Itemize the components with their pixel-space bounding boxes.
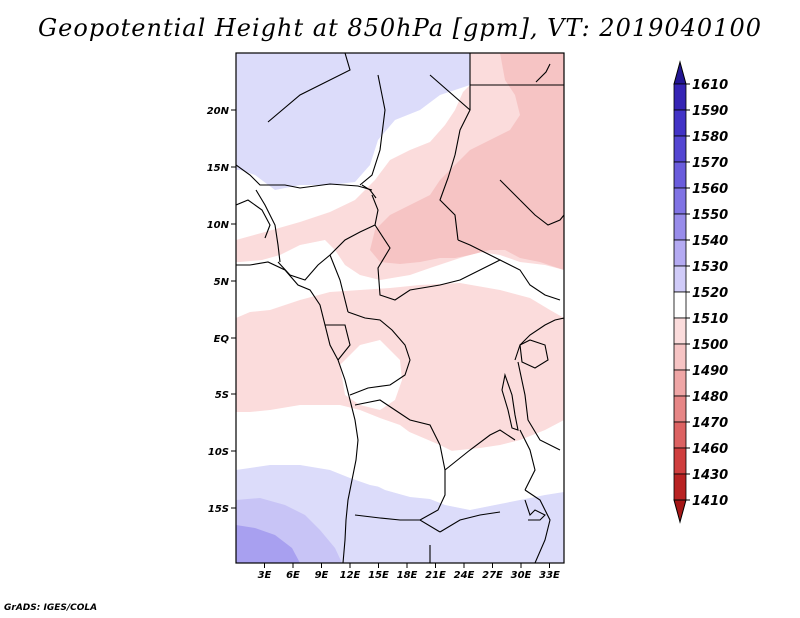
field-south-neutral (355, 425, 480, 500)
colorbar-swatch (673, 369, 687, 397)
lon-tick-label: 21E (425, 570, 446, 581)
colorbar-swatch (673, 135, 687, 163)
map-frame (235, 52, 565, 564)
colorbar-swatch (673, 317, 687, 345)
colorbar-level-label: 1490 (692, 364, 728, 379)
lon-tick-label: 30E (511, 570, 532, 581)
border-niger-chad (359, 74, 386, 186)
colorbar-swatch (673, 109, 687, 137)
colorbar-level-label: 1500 (692, 338, 728, 353)
colorbar-swatch (673, 161, 687, 189)
colorbar-level-label: 1530 (692, 260, 728, 275)
field-north-low (236, 53, 470, 190)
border-south-sudan (499, 259, 561, 301)
lon-tick-label: 12E (340, 570, 361, 581)
border-algeria-libya (267, 53, 351, 123)
lat-tick-label: 15N (207, 163, 230, 174)
lat-tick-label: 10N (207, 220, 230, 231)
grads-credit: GrADS: IGES/COLA (4, 603, 98, 613)
colorbar-level-label: 1520 (692, 286, 728, 301)
colorbar-swatch (673, 213, 687, 241)
colorbar-level-label: 1430 (692, 468, 728, 483)
coast-red-sea (535, 63, 551, 83)
border-congo-drc (347, 311, 411, 396)
field-northeast-high-core (370, 53, 564, 270)
field-southwest-lowest (236, 525, 300, 563)
colorbar-swatch (673, 239, 687, 267)
colorbar-level-label: 1560 (692, 182, 728, 197)
colorbar-swatch (673, 83, 687, 111)
colorbar-swatch (673, 291, 687, 319)
colorbar-swatch (673, 421, 687, 449)
border-westcoast-states (255, 189, 281, 263)
lon-tick-label: 15E (368, 570, 389, 581)
colorbar-level-label: 1570 (692, 156, 728, 171)
lat-tick-label: 5S (215, 390, 229, 401)
border-gabon (325, 324, 351, 361)
colorbar-swatch (673, 473, 687, 501)
lon-tick-label: 33E (539, 570, 560, 581)
lake-malawi (524, 499, 546, 521)
border-guinea (236, 199, 271, 239)
colorbar-level-label: 1510 (692, 312, 728, 327)
lake-victoria (519, 339, 549, 369)
lon-tick-label: 6E (286, 570, 300, 581)
chart-title: Geopotential Height at 850hPa [gpm], VT:… (38, 14, 762, 42)
border-cameroon-car (329, 254, 349, 313)
lon-tick-label: 18E (397, 570, 418, 581)
border-malawi (519, 429, 536, 491)
colorbar-level-label: 1480 (692, 390, 728, 405)
border-ethiopia (519, 199, 564, 226)
lake-tanganyika (501, 372, 519, 431)
colorbar-level-label: 1410 (692, 494, 728, 509)
border-angola-zambia (419, 444, 446, 521)
colorbar-level-label: 1460 (692, 442, 728, 457)
colorbar-top-arrow (673, 60, 687, 85)
lat-tick-label: 15S (208, 504, 229, 515)
coast-gulf-of-guinea (236, 261, 359, 563)
border-chad-sudan (439, 154, 459, 241)
colorbar-level-label: 1590 (692, 104, 728, 119)
colorbar-level-label: 1540 (692, 234, 728, 249)
border-sudan-ethiopia (499, 179, 521, 201)
lat-tick-label: 10S (208, 447, 229, 458)
colorbar-swatch (673, 447, 687, 475)
lake-chad (361, 184, 377, 199)
border-drc-angola (354, 399, 441, 446)
lat-tick-label: EQ (214, 334, 230, 345)
border-tanzania (517, 361, 561, 451)
border-angola-namibia (354, 514, 441, 533)
border-nigeria (277, 194, 379, 281)
border-east-africa (514, 317, 564, 361)
colorbar-swatch (673, 187, 687, 215)
longitude-axis: 3E 6E 9E 12E 15E 18E 21E 24E 27E 30E 33E (258, 563, 560, 581)
colorbar-swatch (673, 265, 687, 293)
colorbar-level-label: 1550 (692, 208, 728, 223)
colorbar: 1610 1590 1580 1570 1560 1550 1540 1530 1520 1510… (673, 60, 728, 524)
border-libya-sudan (429, 74, 471, 156)
border-zambia-drc (444, 429, 516, 471)
colorbar-level-label: 1610 (692, 78, 728, 93)
lon-tick-label: 9E (315, 570, 329, 581)
border-car (374, 224, 502, 301)
height-field (236, 53, 564, 563)
country-borders (236, 53, 564, 563)
lon-tick-label: 3E (258, 570, 272, 581)
border-mozambique (524, 489, 551, 563)
lat-tick-label: 5N (214, 277, 230, 288)
border-zambia-zimbabwe (439, 511, 501, 533)
colorbar-bottom-arrow (673, 499, 687, 524)
lon-tick-label: 24E (454, 570, 475, 581)
lat-tick-label: 20N (207, 106, 230, 117)
coastlines (236, 63, 551, 563)
colorbar-swatch (673, 395, 687, 423)
colorbar-level-label: 1470 (692, 416, 728, 431)
border-mali-niger (236, 164, 373, 191)
colorbar-swatch (673, 343, 687, 371)
lon-tick-label: 27E (482, 570, 503, 581)
latitude-axis: 20N 15N 10N 5N EQ 5S 10S 15S (207, 106, 236, 515)
colorbar-level-label: 1580 (692, 130, 728, 145)
